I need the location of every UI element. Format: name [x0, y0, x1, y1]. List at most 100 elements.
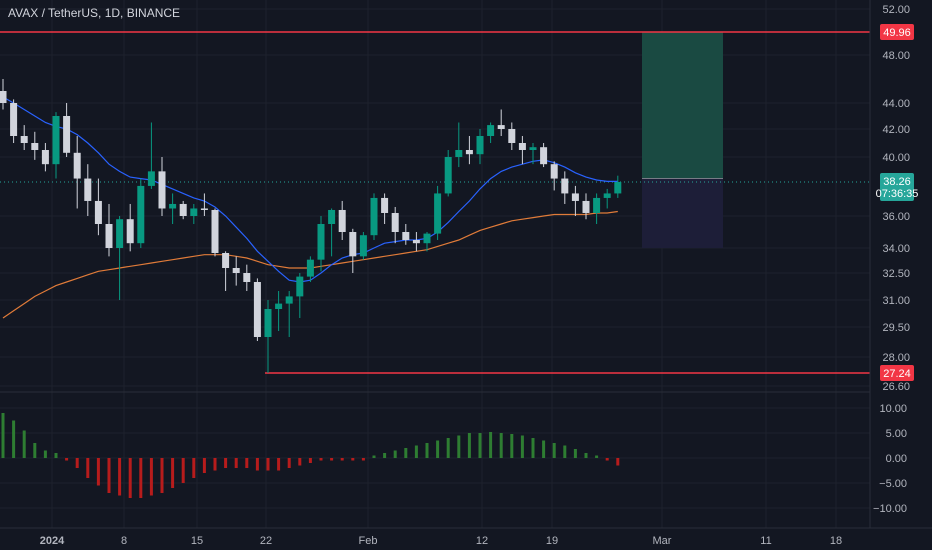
osc-bar: [542, 440, 546, 458]
candle-body: [264, 309, 272, 337]
osc-bar: [118, 458, 122, 496]
candle: [487, 122, 495, 143]
candle-body: [10, 103, 18, 136]
candle-body: [614, 182, 622, 194]
candle-body: [94, 200, 102, 224]
candle: [306, 256, 314, 282]
candle: [232, 256, 240, 286]
stop-zone[interactable]: [642, 178, 723, 248]
price-axis[interactable]: 52.00 48.00 44.00 42.00 40.00 36.00 34.00 32.50…: [882, 4, 910, 393]
candle: [338, 200, 346, 240]
candle-body: [63, 116, 71, 153]
candle: [222, 251, 230, 291]
candle: [63, 103, 71, 157]
candle: [296, 273, 304, 318]
long-position-tool[interactable]: [642, 32, 723, 248]
candle: [158, 157, 166, 216]
osc-bar: [1, 413, 5, 458]
symbol-title[interactable]: AVAX / TetherUS, 1D, BINANCE: [8, 6, 181, 20]
osc-bar: [224, 458, 228, 468]
osc-bar: [171, 458, 175, 488]
osc-bar: [33, 443, 37, 458]
candle: [31, 131, 39, 160]
candle: [455, 122, 463, 168]
candle-body: [561, 178, 569, 194]
candle: [571, 185, 579, 216]
candle-body: [73, 152, 81, 179]
candle-body: [359, 235, 367, 257]
osc-bar: [340, 458, 344, 461]
time-tick-label: 8: [121, 535, 127, 547]
osc-bar: [372, 455, 376, 458]
osc-bar: [552, 443, 556, 458]
candle: [412, 232, 420, 252]
support-badge: 27.24: [880, 365, 914, 381]
candle-body: [190, 208, 198, 216]
candle-body: [275, 303, 283, 309]
candle: [190, 203, 198, 224]
candle: [147, 122, 155, 189]
candle: [105, 203, 113, 257]
osc-bar: [616, 458, 620, 466]
candle: [179, 200, 187, 220]
candle-body: [529, 147, 537, 150]
osc-bar: [75, 458, 79, 468]
resistance-badge: 49.96: [880, 24, 914, 40]
candle-body: [137, 185, 145, 244]
candle: [52, 112, 60, 179]
candle: [10, 99, 18, 143]
osc-bar: [330, 458, 334, 461]
time-tick-label: 12: [476, 535, 488, 547]
price-tick-label: 48.00: [882, 50, 910, 62]
oscillator-axis[interactable]: 10.00 5.00 0.00 −5.00 −10.00: [873, 403, 907, 515]
time-tick-label: Feb: [359, 535, 378, 547]
candle-body: [349, 232, 357, 257]
candle-body: [296, 276, 304, 297]
osc-bar: [595, 455, 599, 458]
candle-body: [476, 136, 484, 155]
time-axis[interactable]: 2024 8 15 22 Feb 12 19 Mar 11 18: [40, 535, 842, 547]
candle-body: [582, 200, 590, 213]
osc-bar: [499, 433, 503, 458]
osc-bar: [22, 430, 26, 458]
candle: [264, 300, 272, 373]
horizontal-levels[interactable]: [0, 31, 870, 374]
osc-bar: [298, 458, 302, 466]
price-tick-label: 31.00: [882, 295, 910, 307]
price-tick-label: 29.50: [882, 322, 910, 334]
candle-body: [540, 147, 548, 165]
osc-bar: [128, 458, 132, 498]
price-tick-label: 44.00: [882, 98, 910, 110]
candle: [402, 224, 410, 245]
osc-bar: [160, 458, 164, 493]
osc-bar: [319, 458, 323, 461]
candle: [116, 216, 124, 300]
osc-bar: [266, 458, 270, 471]
candle-body: [571, 193, 579, 201]
osc-bar: [563, 445, 567, 458]
target-zone[interactable]: [642, 32, 723, 179]
candle-body: [41, 150, 49, 165]
osc-bar: [234, 458, 238, 468]
candle: [614, 175, 622, 198]
osc-bar: [107, 458, 111, 493]
candle-body: [306, 259, 314, 277]
candle-body: [497, 125, 505, 129]
chart-grid: [0, 0, 870, 528]
candle-body: [518, 143, 526, 150]
candle: [20, 125, 28, 150]
osc-bar: [96, 458, 100, 486]
candle-body: [328, 209, 336, 224]
osc-bar: [361, 458, 365, 461]
candle: [561, 171, 569, 204]
osc-bar: [520, 435, 524, 458]
candle: [94, 178, 102, 236]
candlestick-series: [0, 79, 622, 373]
candle: [465, 136, 473, 165]
osc-bar: [213, 458, 217, 471]
osc-bar: [489, 432, 493, 458]
candle-body: [465, 150, 473, 155]
candle: [41, 143, 49, 172]
